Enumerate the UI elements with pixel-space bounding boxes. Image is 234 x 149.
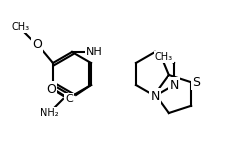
- Text: O: O: [32, 38, 42, 52]
- Text: NH₂: NH₂: [40, 108, 58, 118]
- Text: N: N: [169, 79, 179, 91]
- Text: N: N: [150, 90, 160, 103]
- Text: C: C: [65, 94, 73, 104]
- Text: CH₃: CH₃: [155, 52, 173, 62]
- Text: O: O: [46, 83, 56, 96]
- Text: CH₃: CH₃: [12, 22, 30, 32]
- Text: NH: NH: [86, 47, 102, 57]
- Text: S: S: [192, 76, 200, 89]
